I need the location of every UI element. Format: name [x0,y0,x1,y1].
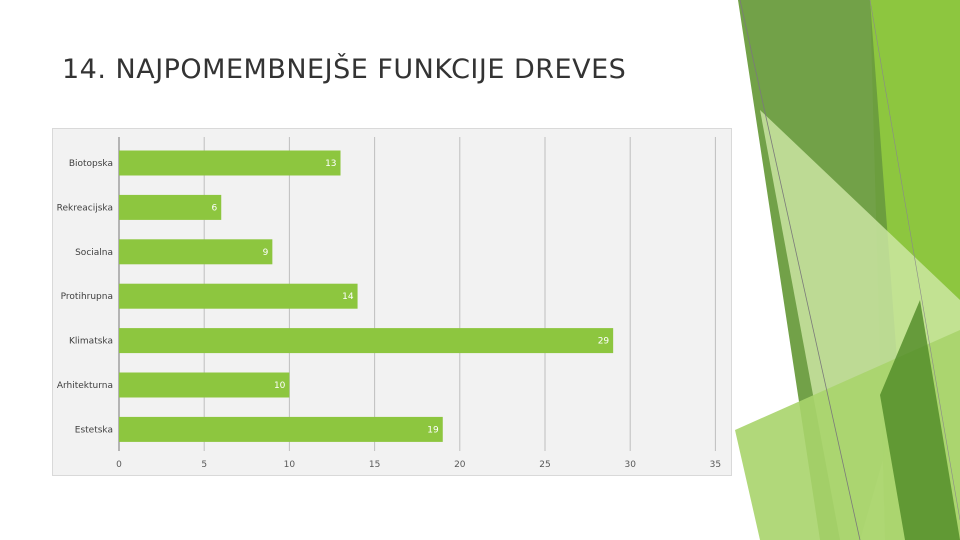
decor-line-right [869,0,960,521]
category-label: Rekreacijska [57,203,113,213]
decor-sliver-deep [880,300,960,540]
x-tick-label: 15 [369,460,380,470]
bar [119,283,358,309]
bar [119,416,443,442]
data-label: 9 [263,248,269,258]
bar-chart: 0 5 10 15 20 25 30 35 Biotopska 13 Rekreacijska 6 So… [57,137,721,470]
data-label: 29 [598,337,610,347]
data-label: 19 [427,425,439,435]
bar [119,328,614,354]
category-label: Estetska [75,425,113,435]
category-label: Arhitekturna [57,381,113,391]
data-label: 10 [274,381,286,391]
category-label: Socialna [75,248,113,258]
category-label: Protihrupna [61,292,113,302]
x-tick-label: 10 [284,460,296,470]
x-tick-label: 25 [539,460,550,470]
data-label: 6 [212,203,218,213]
bar [119,194,222,220]
slide-title: 14. NAJPOMEMBNEJŠE FUNKCIJE DREVES [62,54,627,85]
bar [119,150,341,176]
x-tick-label: 5 [201,460,207,470]
bar [119,239,273,265]
category-label: Klimatska [69,337,113,347]
x-tick-label: 20 [454,460,466,470]
x-tick-label: 30 [624,460,636,470]
decor-line-left [739,0,861,540]
category-label: Biotopska [69,159,113,169]
data-label: 13 [325,159,336,169]
bar [119,372,290,398]
x-tick-label: 35 [710,460,721,470]
chart-panel: 0 5 10 15 20 25 30 35 Biotopska 13 Rekreacijska 6 So… [52,128,732,476]
x-tick-label: 0 [116,460,122,470]
data-label: 14 [342,292,354,302]
